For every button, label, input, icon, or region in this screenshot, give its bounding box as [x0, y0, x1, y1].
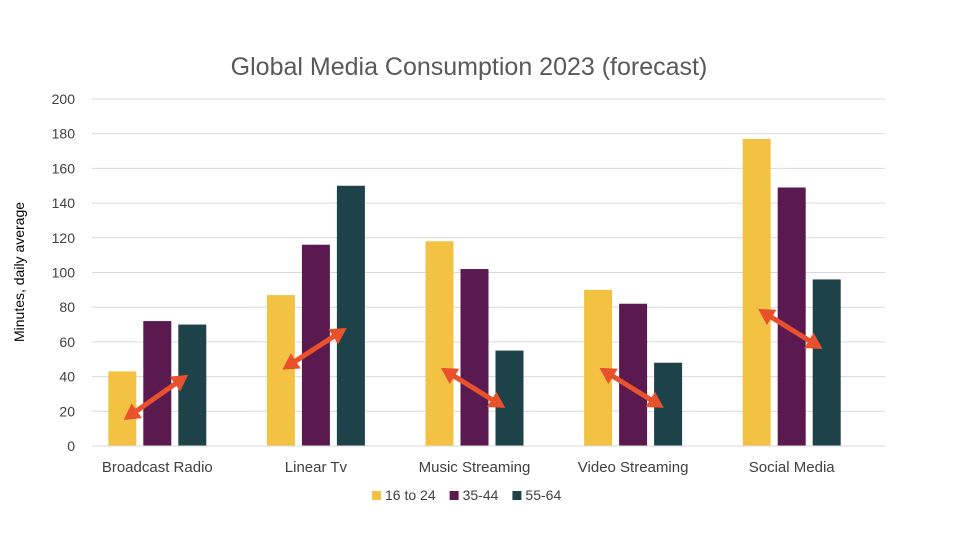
arrow-head	[804, 332, 823, 349]
bars	[108, 138, 841, 447]
arrow-head	[645, 391, 664, 408]
y-axis-label: Minutes, daily average	[11, 202, 27, 342]
y-tick-label: 160	[52, 160, 76, 176]
arrow-shaft	[132, 379, 180, 416]
arrow-shaft	[449, 372, 497, 404]
bar	[143, 321, 172, 446]
y-tick-label: 80	[59, 299, 75, 315]
category-labels: Broadcast Radio Linear Tv Music Streaming V…	[102, 459, 835, 476]
y-tick-label: 60	[59, 334, 75, 350]
legend-swatch	[372, 491, 381, 500]
bar	[460, 269, 489, 446]
y-tick-label: 140	[52, 195, 76, 211]
arrows	[123, 308, 823, 420]
arrow-head	[599, 367, 618, 385]
bar	[777, 187, 806, 447]
legend-label: 55-64	[525, 487, 561, 503]
arrow-shaft	[291, 332, 338, 366]
double-arrow	[758, 308, 823, 349]
category-label: Music Streaming	[419, 459, 531, 476]
legend-item: 16 to 24	[372, 487, 436, 503]
double-arrow	[123, 374, 189, 420]
double-arrow	[440, 367, 506, 408]
legend-label: 35-44	[463, 487, 499, 503]
y-tick-label: 120	[52, 230, 76, 246]
y-tick-labels: 0 20 40 60 80 100 120 140 160 180 200	[52, 91, 76, 454]
double-arrow	[282, 328, 347, 370]
bar	[425, 241, 454, 446]
y-tick-label: 100	[52, 265, 76, 281]
arrow-shaft	[608, 372, 656, 404]
bar	[619, 303, 648, 446]
arrow-head	[440, 367, 460, 385]
y-tick-label: 200	[52, 91, 76, 107]
arrow-head	[169, 374, 189, 392]
bar	[336, 185, 365, 446]
bar	[742, 138, 771, 446]
legend: 16 to 24 35-44 55-64	[372, 487, 561, 503]
category-label: Broadcast Radio	[102, 459, 213, 476]
double-arrow	[599, 367, 664, 408]
category-label: Social Media	[749, 459, 836, 476]
bar	[495, 350, 524, 446]
y-tick-label: 180	[52, 126, 76, 142]
y-tick-label: 0	[67, 438, 75, 454]
arrow-shaft	[766, 313, 814, 345]
y-tick-label: 20	[59, 403, 75, 419]
y-tick-label: 40	[59, 369, 75, 385]
arrow-head	[758, 308, 777, 326]
arrow-head	[123, 403, 142, 420]
legend-item: 35-44	[449, 487, 499, 503]
bar	[584, 289, 613, 446]
legend-swatch	[512, 491, 522, 500]
legend-label: 16 to 24	[385, 487, 436, 503]
category-label: Video Streaming	[578, 459, 689, 476]
category-label: Linear Tv	[285, 459, 348, 476]
arrow-head	[282, 353, 301, 370]
chart-title: Global Media Consumption 2023 (forecast)	[231, 53, 708, 81]
bar	[266, 295, 295, 446]
arrow-head	[486, 391, 506, 408]
bar	[812, 279, 841, 446]
arrow-head	[328, 328, 347, 345]
legend-swatch	[449, 491, 459, 500]
legend-item: 55-64	[512, 487, 561, 503]
